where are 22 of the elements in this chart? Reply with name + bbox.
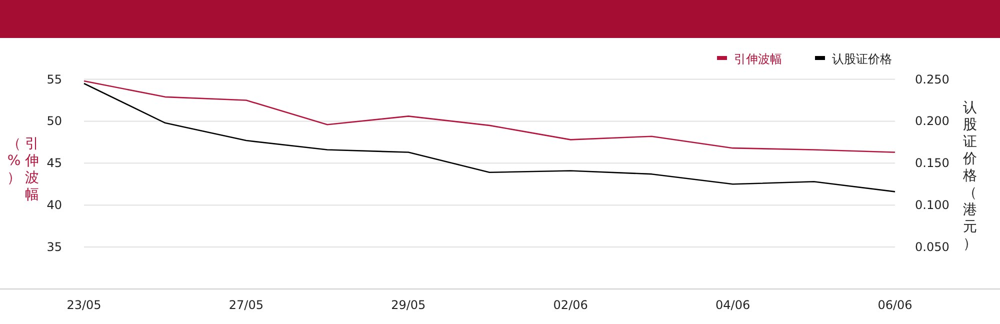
y-tick-label: 45 — [46, 156, 62, 170]
text: 引伸波幅（%） — [7, 136, 39, 203]
legend-label: 认股证价格 — [832, 52, 892, 66]
y2-tick-label: 0.050 — [915, 240, 950, 254]
y2-tick-label: 0.250 — [915, 72, 950, 86]
y-tick-label: 35 — [46, 240, 62, 254]
x-tick-label: 04/06 — [716, 298, 750, 312]
line-series — [83, 82, 896, 192]
y-tick-label: 50 — [46, 114, 62, 128]
text: 认股证价格（港元） — [963, 100, 977, 252]
x-tick-label: 02/06 — [553, 298, 588, 312]
x-tick-label: 23/05 — [66, 298, 102, 312]
legend-label: 引伸波幅 — [734, 52, 782, 66]
x-tick-label: 29/05 — [391, 298, 426, 312]
y-tick-label: 55 — [46, 72, 62, 86]
line-series — [83, 80, 896, 153]
x-tick-label: 27/05 — [228, 298, 264, 312]
y2-tick-label: 0.200 — [915, 114, 950, 128]
x-tick-label: 06/06 — [878, 298, 912, 312]
y2-tick-label: 0.150 — [915, 156, 950, 170]
y2-tick-label: 0.100 — [915, 198, 950, 212]
y-tick-label: 40 — [46, 198, 62, 212]
